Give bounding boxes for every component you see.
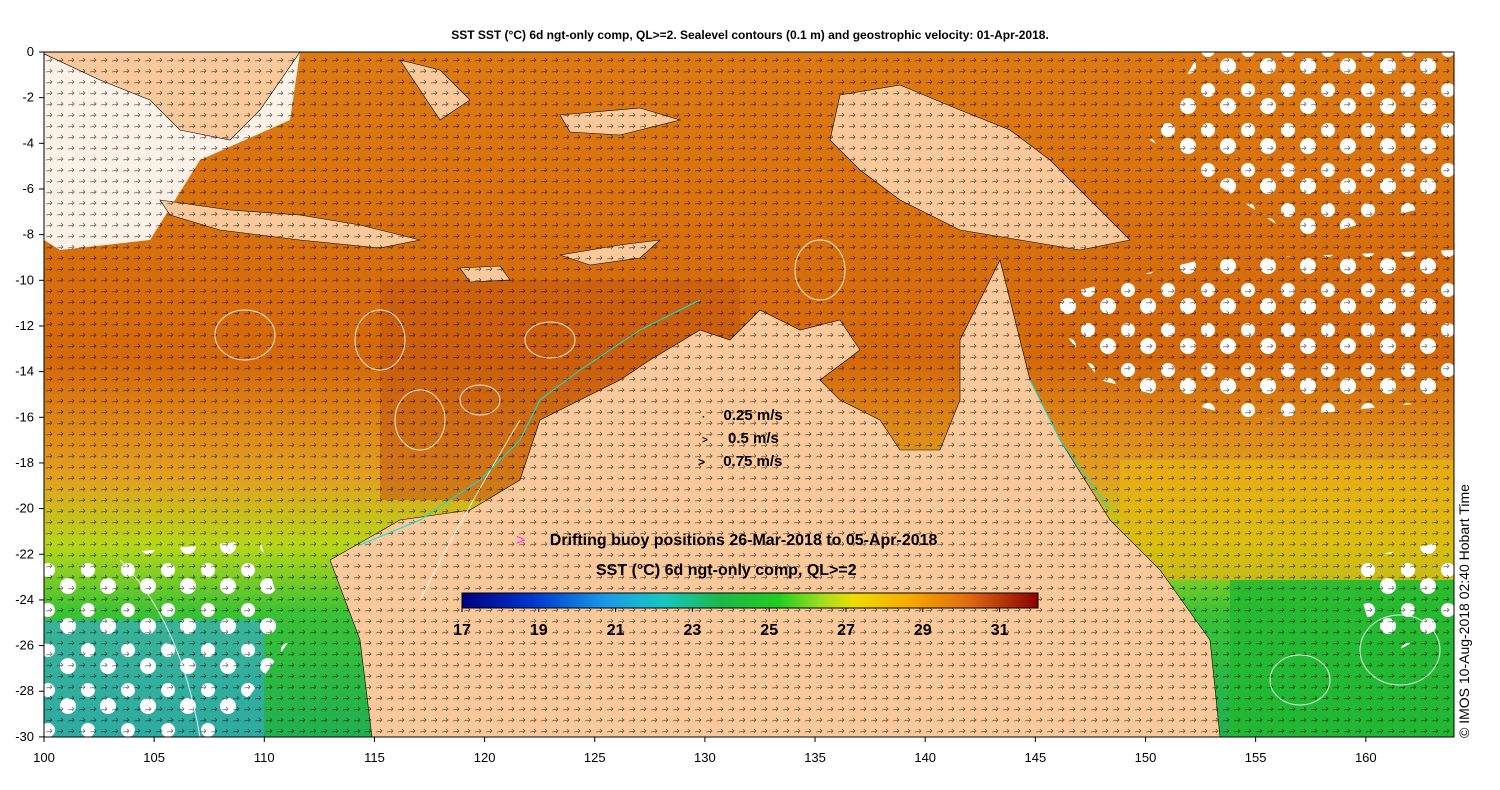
x-tick-label: 145 [1024, 750, 1046, 765]
velocity-glyph-1: · [702, 412, 706, 423]
colorbar-tick-label: 31 [991, 622, 1009, 639]
buoy-glyph: > [516, 532, 526, 549]
x-tick-label: 160 [1355, 750, 1377, 765]
timestamp: © IMOS 10-Aug-2018 02:40 Hobart Time [1456, 484, 1472, 738]
y-tick-label: -26 [15, 638, 34, 653]
y-tick-label: -16 [15, 409, 34, 424]
velocity-legend-2: > 0.5 m/s [702, 430, 779, 447]
colorbar-title: SST (°C) 6d ngt-only comp, QL>=2 [596, 562, 857, 579]
velocity-legend-3: > 0.75 m/s [698, 453, 782, 470]
velocity-glyph-2: > [702, 435, 708, 446]
map-title: SST SST (°C) 6d ngt-only comp, QL>=2. Se… [451, 28, 1049, 42]
buoy-label: Drifting buoy positions 26-Mar-2018 to 0… [549, 532, 938, 549]
buoy-legend: > Drifting buoy positions 26-Mar-2018 to… [516, 532, 937, 550]
y-tick-label: -2 [22, 90, 34, 105]
velocity-vectors [44, 52, 1454, 737]
colorbar-tick-label: 23 [684, 622, 702, 639]
colorbar-ticks: 17 19 21 23 25 27 29 31 [453, 608, 1009, 639]
x-tick-label: 105 [143, 750, 165, 765]
map-body [44, 52, 1454, 737]
coast-lines [359, 299, 1111, 546]
y-tick-label: -18 [15, 455, 34, 470]
colorbar-tick-label: 19 [530, 622, 548, 639]
x-tick-label: 110 [254, 750, 275, 765]
y-tick-label: 0 [27, 44, 34, 59]
y-axis: 0 -2 -4 -6 -8 -10 -12 -14 -16 -18 -20 -22 -24 -26 -28 -… [15, 44, 44, 744]
x-tick-label: 120 [474, 750, 496, 765]
y-tick-label: -24 [15, 592, 34, 607]
colorbar-tick-label: 21 [607, 622, 625, 639]
y-tick-label: -20 [15, 501, 34, 516]
velocity-glyph-3: > [698, 455, 706, 469]
colorbar-tick-label: 17 [453, 622, 471, 639]
x-tick-label: 135 [804, 750, 826, 765]
x-tick-label: 100 [33, 750, 55, 765]
y-tick-label: -6 [22, 181, 34, 196]
y-tick-label: -4 [22, 135, 34, 150]
y-tick-label: -22 [15, 546, 34, 561]
colorbar-tick-label: 25 [760, 622, 778, 639]
y-tick-label: -30 [15, 729, 34, 744]
colorbar-tick-label: 29 [914, 622, 932, 639]
map-frame [43, 51, 1455, 738]
x-tick-label: 115 [364, 750, 385, 765]
y-tick-label: -28 [15, 683, 34, 698]
velocity-legend-1: · 0.25 m/s [702, 407, 783, 424]
x-tick-label: 155 [1245, 750, 1267, 765]
x-axis: 100 105 110 115 120 125 130 135 140 145 150 155 160 [33, 737, 1377, 765]
sealevel-contours [119, 239, 1441, 737]
x-tick-label: 140 [914, 750, 936, 765]
y-tick-label: -14 [15, 364, 34, 379]
velocity-label-2: 0.5 m/s [728, 430, 779, 447]
colorbar [461, 592, 1039, 609]
y-tick-label: -12 [15, 318, 34, 333]
x-tick-label: 125 [584, 750, 606, 765]
velocity-label-1: 0.25 m/s [723, 407, 783, 424]
colorbar-tick-label: 27 [837, 622, 855, 639]
y-tick-label: -10 [15, 272, 34, 287]
y-tick-label: -8 [22, 227, 34, 242]
x-tick-label: 130 [694, 750, 716, 765]
velocity-label-3: 0.75 m/s [723, 453, 783, 470]
x-tick-label: 150 [1135, 750, 1157, 765]
